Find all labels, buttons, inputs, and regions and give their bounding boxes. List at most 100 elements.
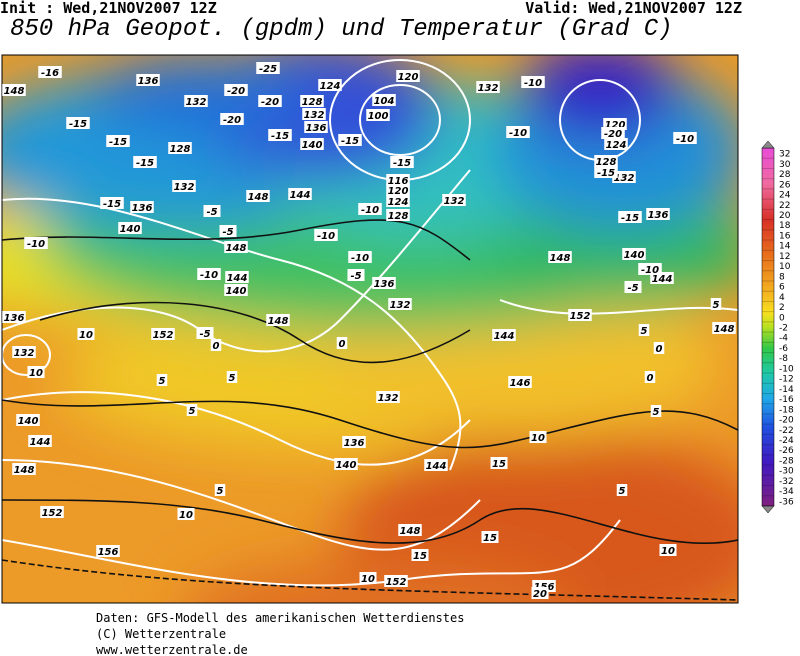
geopotential-label: 124 xyxy=(318,79,342,92)
geopotential-label-text: 148 xyxy=(248,192,269,203)
geopotential-label-box xyxy=(168,142,192,154)
temperature-label-box xyxy=(348,251,372,263)
geopotential-label-text: 128 xyxy=(388,211,409,222)
geopotential-label-text: 140 xyxy=(624,250,645,261)
geopotential-label-text: 132 xyxy=(304,110,325,121)
geopotential-label-text: 136 xyxy=(648,210,669,221)
map-title: 850 hPa Geopot. (gpdm) und Temperatur (G… xyxy=(10,16,673,43)
geopotential-label-text: 156 xyxy=(98,547,119,558)
legend-label: 4 xyxy=(779,293,785,303)
temperature-label-text: -15 xyxy=(621,213,639,224)
temperature-label-text: 0 xyxy=(213,341,220,352)
temperature-label: -10 xyxy=(638,263,662,276)
temperature-label: 5 xyxy=(156,374,168,387)
temperature-label-box xyxy=(77,328,95,340)
temperature-label-text: 5 xyxy=(159,376,166,387)
temperature-label-box xyxy=(210,339,222,351)
geopotential-label-box xyxy=(548,251,572,263)
legend-label: 24 xyxy=(779,191,791,201)
geopotential-label: 144 xyxy=(492,329,516,342)
geopotential-label-box xyxy=(476,81,500,93)
legend-label: -26 xyxy=(779,446,794,456)
geopotential-label-text: 128 xyxy=(170,144,191,155)
geopotential-label-box xyxy=(2,311,26,323)
geopotential-label-text: 148 xyxy=(268,316,289,327)
geopotential-label-text: 148 xyxy=(4,86,25,97)
geopotential-label-box xyxy=(386,209,410,221)
geopotential-label-text: 132 xyxy=(174,182,195,193)
geopotential-label: 128 xyxy=(168,142,192,155)
init-time: Init : Wed,21NOV2007 12Z xyxy=(0,0,217,17)
temperature-label-text: 15 xyxy=(483,533,497,544)
temperature-label-box xyxy=(226,371,238,383)
geopotential-label-box xyxy=(508,376,532,388)
geopotential-label: 132 xyxy=(476,81,500,94)
geopotential-label-box xyxy=(12,346,36,358)
geopotential-label-box xyxy=(424,459,448,471)
geopotential-label-box xyxy=(151,328,175,340)
geopotential-label-box xyxy=(2,84,26,96)
temperature-label-box xyxy=(653,342,665,354)
color-legend: 32302826242220181614121086420-2-4-6-8-10… xyxy=(761,140,794,514)
map-frame xyxy=(1,54,739,604)
temperature-label-text: -15 xyxy=(271,131,289,142)
geopotential-label: 128 xyxy=(300,95,324,108)
temperature-label: 0 xyxy=(336,337,348,350)
legend-label: 12 xyxy=(779,252,790,262)
geopotential-label-box xyxy=(568,309,592,321)
geopotential-label: 100 xyxy=(366,109,390,122)
temperature-label-box xyxy=(258,95,282,107)
geopotential-label: 148 xyxy=(2,84,26,97)
temperature-label-box xyxy=(100,197,124,209)
geopotential-label: 124 xyxy=(604,138,628,151)
temperature-label-box xyxy=(186,404,198,416)
geopotential-label: 140 xyxy=(118,222,142,235)
geopotential-label-text: 152 xyxy=(153,330,174,341)
geopotential-label-text: 144 xyxy=(494,331,515,342)
temperature-label: -10 xyxy=(673,132,697,145)
geopotential-label: 144 xyxy=(288,188,312,201)
geopotential-label-text: 152 xyxy=(42,508,63,519)
geopotential-label-box xyxy=(386,184,410,196)
temperature-label-text: -15 xyxy=(597,168,615,179)
temperature-label-box xyxy=(38,66,62,78)
geopotential-label-text: 140 xyxy=(18,416,39,427)
legend-label: 22 xyxy=(779,201,790,211)
geopotential-label: 132 xyxy=(612,171,636,184)
legend-label: -28 xyxy=(779,456,794,466)
legend-label: 26 xyxy=(779,180,791,190)
temperature-label: -15 xyxy=(133,156,157,169)
geopotential-label-text: 116 xyxy=(388,176,409,187)
temperature-label-text: 15 xyxy=(492,459,506,470)
temperature-label-text: 10 xyxy=(29,368,43,379)
temperature-label: 10 xyxy=(27,366,45,379)
temperature-label: 15 xyxy=(481,531,499,544)
temperature-label-box xyxy=(219,225,237,237)
geopotential-label: 148 xyxy=(548,251,572,264)
temperature-label: -20 xyxy=(220,113,244,126)
geopotential-label-text: 136 xyxy=(4,313,25,324)
footer-line: www.wetterzentrale.de xyxy=(96,643,248,656)
legend-label: -12 xyxy=(779,375,794,385)
temperature-label-text: -5 xyxy=(199,329,210,340)
contour-labels: 148 136 132 128 132 136 140 148 144 140 152 148 136 1… xyxy=(2,62,736,600)
geopotential-label: 148 xyxy=(398,524,422,537)
legend-label: 28 xyxy=(779,170,791,180)
geopotential-label-box xyxy=(712,322,736,334)
temperature-label: 0 xyxy=(653,342,665,355)
legend-label: -22 xyxy=(779,426,794,436)
temperature-label-box xyxy=(624,281,642,293)
geopotential-label: 152 xyxy=(40,506,64,519)
geopotential-label-text: 132 xyxy=(390,300,411,311)
geopotential-label-text: 144 xyxy=(30,437,51,448)
temperature-label-text: -16 xyxy=(41,68,59,79)
temperature-label-box xyxy=(177,508,195,520)
geopotential-label: 146 xyxy=(508,376,532,389)
temperature-label-text: 5 xyxy=(229,373,236,384)
temperature-label: 5 xyxy=(650,405,662,418)
temperature-label: -10 xyxy=(521,76,545,89)
temperature-label-text: -10 xyxy=(509,128,527,139)
legend-label: 16 xyxy=(779,231,791,241)
